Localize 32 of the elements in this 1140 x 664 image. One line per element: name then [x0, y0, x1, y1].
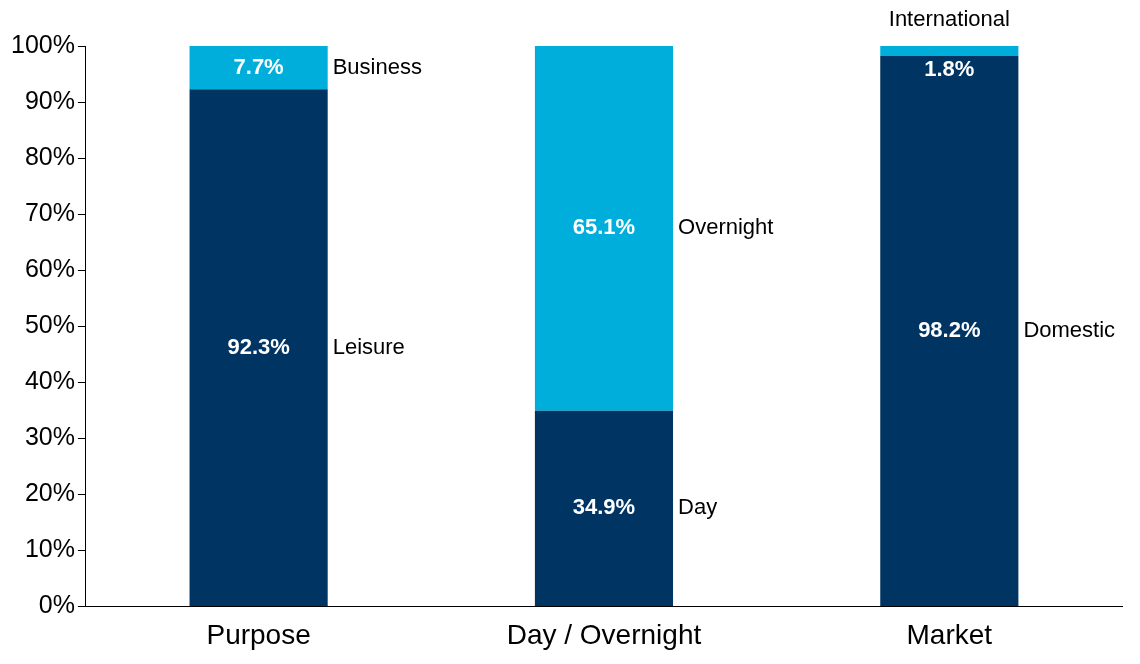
y-tick-label: 60% — [24, 254, 75, 283]
y-tick-label: 80% — [24, 141, 75, 170]
x-tick-label: Day / Overnight — [506, 618, 702, 650]
bar — [189, 89, 328, 606]
bar — [534, 46, 674, 411]
bar — [189, 46, 328, 90]
annotation: Overnight — [678, 214, 774, 240]
data-label: 92.3% — [227, 333, 290, 359]
annotation: Leisure — [332, 333, 405, 359]
x-tick-label: Purpose — [206, 618, 311, 650]
annotation: Domestic — [1023, 317, 1116, 343]
bar — [880, 46, 1019, 57]
x-tick-label: Market — [906, 618, 993, 650]
y-tick-label: 0% — [38, 590, 75, 619]
text: International — [888, 6, 1010, 32]
y-tick-label: 10% — [24, 534, 75, 563]
y-tick-label: 30% — [24, 422, 75, 451]
y-tick-label: 90% — [24, 85, 75, 114]
y-tick-label: 70% — [24, 198, 75, 227]
y-tick-label: 50% — [24, 310, 75, 339]
annotation: Business — [332, 53, 422, 79]
data-label: 7.7% — [233, 53, 284, 79]
y-tick-label: 100% — [10, 29, 75, 58]
y-tick-label: 40% — [24, 366, 75, 395]
bar — [534, 410, 674, 606]
bar — [880, 56, 1019, 606]
y-tick-label: 20% — [24, 478, 75, 507]
data-label: 1.8% — [924, 56, 975, 82]
data-label: 98.2% — [918, 317, 981, 343]
data-label: 34.9% — [572, 494, 636, 520]
annotation: Day — [678, 494, 718, 520]
data-label: 65.1% — [572, 214, 636, 240]
